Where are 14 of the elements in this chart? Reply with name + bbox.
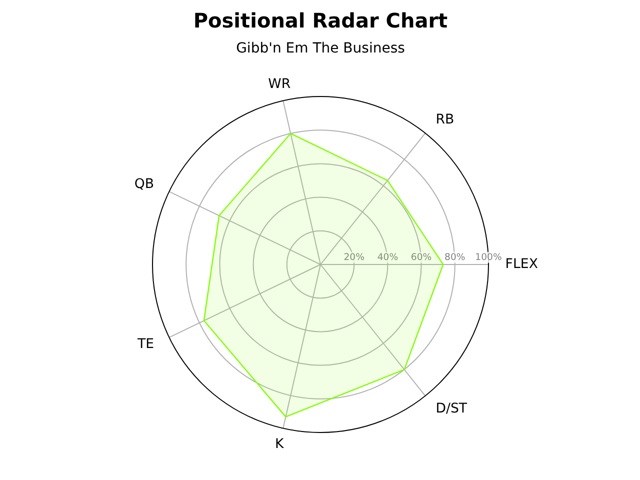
spoke-label: K [275, 437, 286, 452]
y-tick-label: 40% [377, 252, 398, 263]
chart-subtitle: Gibb'n Em The Business [236, 40, 405, 56]
spoke-label: QB [134, 176, 154, 192]
spoke-label: D/ST [436, 401, 468, 416]
spoke-label: TE [136, 337, 154, 352]
y-tick-label: 60% [410, 252, 432, 263]
spoke-label: WR [268, 76, 291, 92]
spoke-label: FLEX [505, 257, 538, 272]
y-tick-label: 100% [475, 252, 502, 263]
chart-title: Positional Radar Chart [193, 8, 448, 32]
spoke-label: RB [436, 112, 454, 128]
y-tick-label: 20% [344, 252, 365, 263]
y-tick-label: 80% [444, 252, 466, 263]
